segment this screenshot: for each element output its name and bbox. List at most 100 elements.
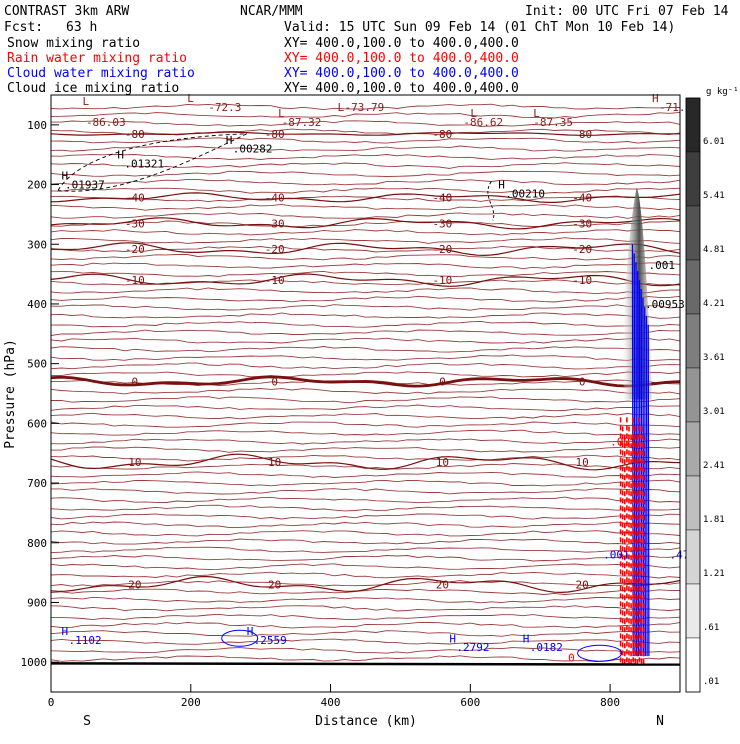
x-tick-label: 800: [600, 696, 620, 709]
y-tick-label: 500: [27, 358, 47, 371]
contour-label: 20: [436, 579, 449, 592]
contour-label: 20: [576, 579, 589, 592]
field-label: -73.79: [345, 101, 385, 114]
background-contour: [51, 262, 680, 270]
plot-area-content: [51, 103, 680, 666]
cloud-water-blob: [221, 629, 259, 647]
field-label: -87.35: [533, 116, 573, 129]
contour-label: -30: [572, 217, 592, 230]
field-name-cloud-ice: Cloud ice mixing ratio: [7, 81, 179, 96]
background-contour: [51, 596, 680, 604]
field-label: L: [470, 107, 477, 120]
background-contour: [51, 404, 680, 412]
colorbar-swatch: [685, 529, 701, 585]
contour-label: -30: [125, 217, 145, 230]
colorbar-tick-label: 3.61: [703, 353, 725, 363]
background-contour: [51, 421, 680, 428]
field-label: H: [449, 632, 456, 645]
colorbar-swatch: [685, 259, 701, 315]
background-contour: [51, 504, 680, 512]
direction-south: S: [83, 714, 91, 729]
valid-time: Valid: 15 UTC Sun 09 Feb 14 (01 ChT Mon …: [284, 20, 675, 35]
field-name-rain: Rain water mixing ratio: [7, 51, 187, 66]
field-label: H: [61, 625, 68, 638]
background-contour: [51, 162, 680, 169]
background-contour: [51, 479, 680, 487]
fcst-value: 63 h: [66, 20, 97, 35]
background-contour: [51, 388, 680, 395]
background-contour: [51, 304, 680, 311]
contour-label: -80: [125, 128, 145, 141]
contour-label: 0: [271, 376, 278, 389]
y-tick-label: 600: [27, 417, 47, 430]
y-tick-label: 900: [27, 596, 47, 609]
contour-label: -20: [432, 243, 452, 256]
field-label: H: [652, 92, 659, 105]
field-xy-snow: XY= 400.0,100.0 to 400.0,400.0: [284, 36, 519, 51]
colorbar-tick-label: 3.01: [703, 407, 725, 417]
background-contour: [51, 120, 680, 127]
x-tick-label: 400: [321, 696, 341, 709]
contour-label: -20: [572, 243, 592, 256]
background-contour: [51, 513, 680, 520]
colorbar-tick-label: 4.21: [703, 299, 725, 309]
colorbar-swatch: [685, 421, 701, 477]
contour-label: 10: [436, 456, 449, 469]
cloud-water-contour: [640, 289, 643, 657]
colorbar-swatch: [685, 637, 701, 693]
contour-label: -20: [265, 243, 285, 256]
fcst-label: Fcst:: [4, 20, 43, 35]
field-label: H: [498, 179, 505, 192]
contour-label: -30: [265, 217, 285, 230]
background-contour: [51, 203, 680, 211]
contour-label: 10: [268, 456, 281, 469]
colorbar-swatch: [685, 205, 701, 261]
background-contour: [51, 454, 680, 462]
background-contour: [51, 396, 680, 403]
colorbar-swatch: [685, 475, 701, 531]
field-label: .00953: [645, 298, 685, 311]
contour-label: 20: [268, 579, 281, 592]
contour-label: -40: [572, 192, 592, 205]
background-contour: [51, 270, 680, 278]
contour-label: 10: [576, 456, 589, 469]
field-label: -86.03: [86, 116, 126, 129]
background-contour: [51, 438, 680, 445]
background-contour: [51, 229, 680, 236]
field-label: 0: [568, 651, 575, 664]
field-name-snow: Snow mixing ratio: [7, 36, 140, 51]
contour-label: -10: [432, 274, 452, 287]
contour-label: 0: [439, 376, 446, 389]
background-contour: [51, 178, 680, 186]
field-label: H: [61, 170, 68, 183]
background-contour: [51, 605, 680, 612]
colorbar-swatch: [685, 583, 701, 639]
axes: 0 200 400 600 800100200300400500600700800900…: [21, 119, 621, 709]
temperature-contour: [51, 273, 680, 287]
org-label: NCAR/MMM: [240, 4, 303, 19]
background-contour: [51, 571, 680, 579]
colorbar: 6.01 5.41 4.81 4.21 3.61 3.01 2.41 1.81 1.21 .61.…: [685, 97, 725, 693]
field-label: L: [533, 107, 540, 120]
colorbar-swatch: [685, 313, 701, 369]
field-label: H: [226, 134, 233, 147]
temperature-contour: [51, 453, 680, 471]
colorbar-swatch: [685, 367, 701, 423]
background-contour: [51, 563, 680, 570]
field-label: .00282: [233, 143, 273, 156]
cloud-water-contour: [647, 324, 650, 657]
background-contour: [51, 329, 680, 336]
y-tick-label: 400: [27, 298, 47, 311]
contour-label: -10: [572, 274, 592, 287]
x-axis-title: Distance (km): [315, 714, 417, 729]
colorbar-swatch: [685, 151, 701, 207]
temperature-contour: [51, 192, 680, 203]
background-contour: [51, 630, 680, 637]
background-contour: [51, 245, 680, 253]
background-contour: [51, 312, 680, 319]
background-contour: [51, 295, 680, 303]
contour-label: -30: [432, 217, 452, 230]
background-contour: [51, 237, 680, 244]
cloud-ice-contour: [57, 133, 247, 192]
